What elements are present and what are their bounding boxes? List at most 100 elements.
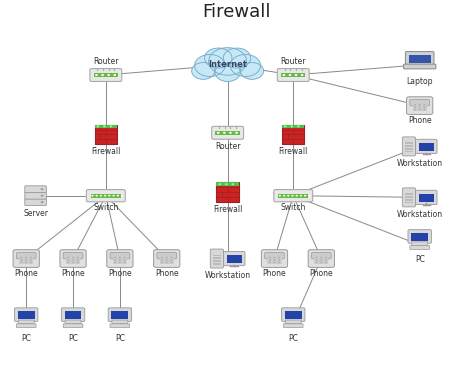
FancyBboxPatch shape [25,199,46,205]
Circle shape [284,126,287,127]
Circle shape [95,74,98,76]
FancyBboxPatch shape [65,320,81,323]
Bar [213,260,220,262]
Text: Switch: Switch [93,204,118,212]
Circle shape [283,195,285,196]
Circle shape [114,257,116,258]
FancyBboxPatch shape [86,189,125,202]
Circle shape [166,257,168,258]
Circle shape [300,195,302,196]
FancyBboxPatch shape [405,51,434,66]
Bar [95,124,117,144]
Circle shape [72,257,74,258]
FancyBboxPatch shape [274,189,313,202]
FancyBboxPatch shape [110,253,130,259]
Text: Firewall: Firewall [279,147,308,156]
Circle shape [171,259,173,261]
Circle shape [91,195,94,196]
Circle shape [240,62,264,79]
Circle shape [104,195,106,196]
Circle shape [161,257,163,258]
FancyBboxPatch shape [63,253,83,259]
Bar [314,258,328,264]
Circle shape [166,259,168,261]
Circle shape [124,262,126,263]
Bar [213,263,220,265]
FancyBboxPatch shape [17,324,36,327]
Bar [405,199,413,201]
Bar [95,124,117,128]
Circle shape [205,48,232,68]
Circle shape [297,126,300,127]
Bar [213,257,220,259]
Text: Internet: Internet [208,60,247,69]
Title: Firewall: Firewall [203,3,271,21]
Text: Phone: Phone [155,269,179,278]
Text: PC: PC [415,255,425,265]
Circle shape [304,195,306,196]
FancyBboxPatch shape [60,250,86,268]
Text: Firewall: Firewall [213,205,242,214]
Bar [405,145,413,147]
FancyBboxPatch shape [61,308,85,322]
Circle shape [269,259,271,261]
Circle shape [325,259,327,261]
Circle shape [273,262,275,263]
Circle shape [30,257,32,258]
Bar [91,193,121,198]
Text: Laptop: Laptop [406,77,433,86]
Circle shape [121,195,123,196]
FancyBboxPatch shape [402,188,416,207]
FancyBboxPatch shape [308,250,335,268]
Bar [405,196,413,198]
Text: Phone: Phone [14,269,38,278]
Circle shape [77,259,79,261]
Circle shape [20,259,22,261]
Circle shape [316,257,318,258]
Circle shape [112,195,115,196]
FancyBboxPatch shape [261,250,288,268]
Circle shape [166,262,168,263]
Text: Phone: Phone [408,116,431,125]
Circle shape [77,262,79,263]
FancyBboxPatch shape [90,69,122,81]
Bar [94,73,118,77]
Circle shape [100,195,102,196]
Bar [111,311,128,319]
Bar [405,148,413,150]
Circle shape [41,195,44,197]
Circle shape [20,262,22,263]
Text: Firewall: Firewall [91,147,120,156]
Circle shape [287,195,290,196]
Circle shape [419,109,420,110]
FancyBboxPatch shape [154,250,180,268]
FancyBboxPatch shape [285,320,301,323]
FancyBboxPatch shape [416,190,437,204]
Circle shape [295,74,297,76]
Circle shape [223,48,251,68]
Text: Router: Router [93,57,118,66]
FancyBboxPatch shape [277,69,309,81]
FancyBboxPatch shape [25,186,46,193]
Circle shape [103,126,106,127]
FancyBboxPatch shape [112,320,128,323]
Bar [405,142,413,144]
Circle shape [423,106,425,108]
Circle shape [325,262,327,263]
FancyBboxPatch shape [210,249,223,268]
Circle shape [296,195,298,196]
FancyBboxPatch shape [282,308,305,322]
Circle shape [72,259,74,261]
Circle shape [107,74,110,76]
Bar [419,194,434,202]
Circle shape [316,259,318,261]
Circle shape [101,74,104,76]
Circle shape [20,257,22,258]
Bar [66,258,80,264]
Circle shape [97,126,99,127]
Circle shape [278,257,280,258]
FancyBboxPatch shape [107,250,133,268]
Circle shape [114,262,116,263]
FancyBboxPatch shape [283,324,303,327]
Circle shape [124,259,126,261]
